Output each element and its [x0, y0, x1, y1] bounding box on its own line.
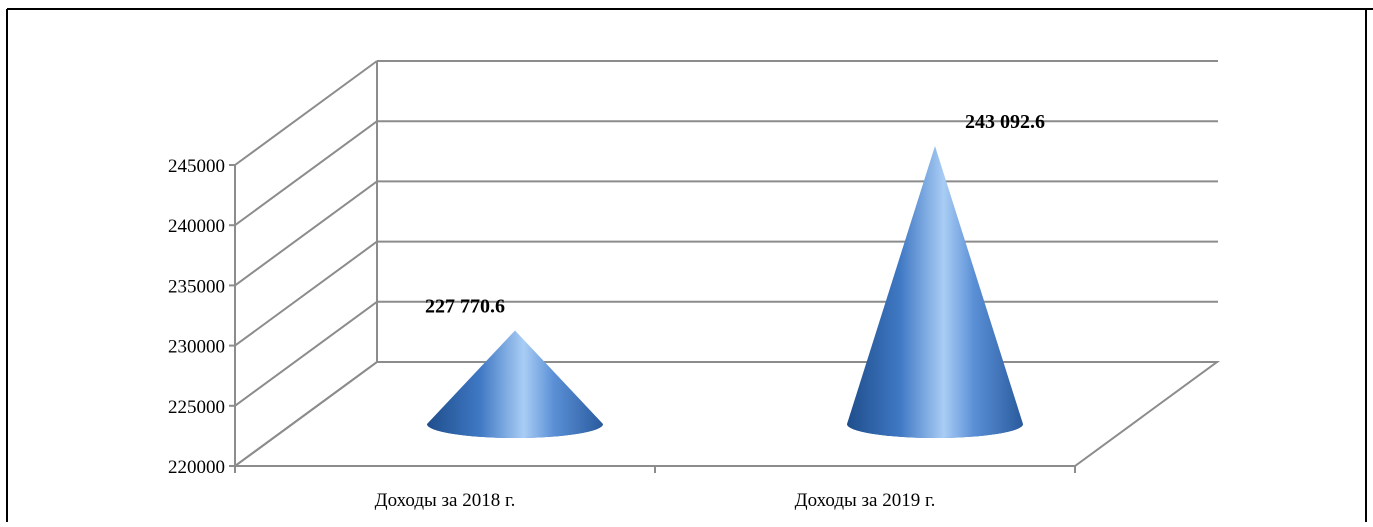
- cone-body: [847, 145, 1023, 439]
- outer-frame: [6, 8, 1373, 522]
- x-axis-ticks: Доходы за 2018 г. Доходы за 2019 г.: [234, 466, 1076, 511]
- x-category-label: Доходы за 2018 г.: [375, 490, 516, 511]
- gridlines: [234, 60, 1218, 467]
- gridline-side: [234, 60, 378, 166]
- data-label: 227 770.6: [425, 295, 505, 317]
- chart-floor: [231, 361, 1221, 467]
- y-tick-label: 245000: [168, 156, 225, 177]
- y-axis-ticks: 220000 225000 230000 235000 240000 245000: [168, 156, 235, 478]
- cone-bar: [427, 330, 603, 438]
- cone-bar: [847, 145, 1023, 439]
- gridline-side: [234, 300, 378, 407]
- chart-labels: 227 770.6 243 092.6: [425, 111, 1045, 317]
- y-tick-label: 220000: [168, 457, 225, 478]
- gridline-side: [234, 240, 378, 347]
- gridline-side: [234, 120, 378, 227]
- gridline-side: [234, 180, 378, 287]
- y-tick-label: 235000: [168, 276, 225, 297]
- y-tick-label: 230000: [168, 337, 225, 358]
- y-tick-label: 225000: [168, 397, 225, 418]
- cone-body: [427, 330, 603, 438]
- chart-series: [427, 145, 1023, 439]
- data-label: 243 092.6: [965, 111, 1045, 133]
- gridline-side: [234, 361, 378, 467]
- x-category-label: Доходы за 2019 г.: [795, 490, 936, 511]
- y-tick-label: 240000: [168, 216, 225, 237]
